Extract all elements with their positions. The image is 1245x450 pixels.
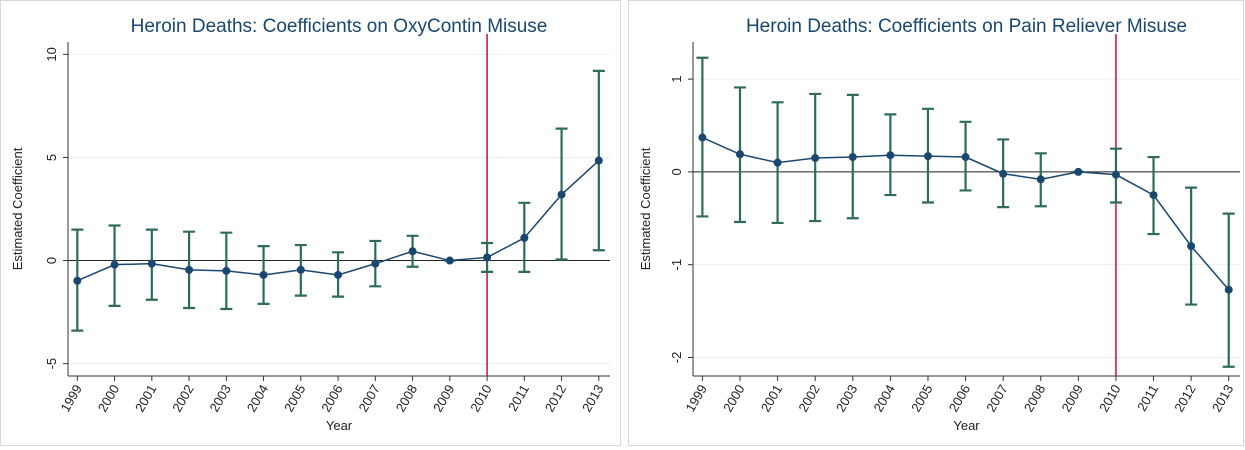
- x-tick-label: 2013: [1209, 382, 1236, 415]
- x-tick-label: 2012: [542, 382, 569, 415]
- data-point: [147, 259, 156, 268]
- y-axis-label: Estimated Coefficient: [10, 147, 25, 270]
- data-point: [1224, 285, 1233, 294]
- data-point: [185, 265, 194, 274]
- x-tick-label: 2013: [579, 382, 606, 415]
- data-point: [445, 256, 454, 265]
- y-axis-label: Estimated Coefficient: [638, 147, 653, 270]
- x-tick-label: 2009: [1058, 382, 1085, 415]
- x-tick-label: 1999: [57, 382, 84, 415]
- data-point: [1111, 170, 1120, 179]
- y-tick-label: -2: [669, 352, 684, 364]
- data-point: [259, 270, 268, 279]
- x-tick-label: 2005: [281, 382, 308, 415]
- data-point: [886, 151, 895, 160]
- y-tick-label: 10: [44, 47, 59, 61]
- data-point: [594, 156, 603, 165]
- x-tick-label: 2004: [871, 382, 898, 415]
- chart: Heroin Deaths: Coefficients on Pain Reli…: [628, 0, 1244, 446]
- x-tick-label: 2009: [430, 382, 457, 415]
- x-tick-label: 1999: [683, 382, 710, 415]
- data-point: [773, 158, 782, 167]
- x-tick-label: 2003: [833, 382, 860, 415]
- y-tick-label: -1: [669, 259, 684, 271]
- x-tick-label: 2002: [795, 382, 822, 415]
- x-axis-label: Year: [326, 418, 353, 433]
- data-point: [923, 152, 932, 161]
- data-point: [73, 276, 82, 285]
- chart-title: Heroin Deaths: Coefficients on Pain Reli…: [746, 16, 1187, 37]
- data-point: [557, 190, 566, 199]
- data-point: [334, 270, 343, 279]
- chart: Heroin Deaths: Coefficients on OxyContin…: [0, 0, 621, 446]
- panel-border: [0, 0, 621, 446]
- panel-border: [628, 0, 1244, 446]
- x-tick-label: 2008: [393, 382, 420, 415]
- x-tick-label: 2002: [169, 382, 196, 415]
- x-tick-label: 2011: [505, 382, 532, 414]
- x-tick-label: 2011: [1134, 382, 1161, 414]
- chart-title: Heroin Deaths: Coefficients on OxyContin…: [131, 16, 548, 37]
- x-tick-label: 2003: [206, 382, 233, 415]
- data-point: [848, 153, 857, 162]
- x-tick-label: 2007: [355, 382, 382, 415]
- data-point: [1074, 167, 1083, 176]
- x-axis-label: Year: [953, 418, 980, 433]
- x-tick-label: 2008: [1021, 382, 1048, 415]
- data-point: [961, 153, 970, 162]
- data-point: [371, 259, 380, 268]
- data-point: [408, 247, 417, 256]
- data-point: [1036, 175, 1045, 184]
- x-tick-label: 2012: [1171, 382, 1198, 415]
- data-point: [483, 253, 492, 262]
- data-point: [698, 133, 707, 142]
- x-tick-label: 2004: [244, 382, 271, 415]
- x-tick-label: 2007: [983, 382, 1010, 415]
- y-tick-label: 0: [669, 168, 684, 175]
- x-tick-label: 2006: [318, 382, 345, 415]
- x-tick-label: 2005: [908, 382, 935, 415]
- y-tick-label: 5: [44, 154, 59, 161]
- data-point: [520, 233, 529, 242]
- data-point: [222, 266, 231, 275]
- y-tick-label: -5: [44, 358, 59, 370]
- x-tick-label: 2000: [720, 382, 747, 415]
- x-tick-label: 2010: [1096, 382, 1123, 415]
- x-tick-label: 2001: [758, 382, 785, 415]
- x-tick-label: 2006: [946, 382, 973, 415]
- data-point: [296, 265, 305, 274]
- data-point: [1187, 242, 1196, 251]
- data-point: [1149, 191, 1158, 200]
- y-tick-label: 1: [669, 75, 684, 82]
- x-tick-label: 2010: [467, 382, 494, 415]
- data-point: [735, 150, 744, 159]
- x-tick-label: 2001: [132, 382, 159, 415]
- y-tick-label: 0: [44, 257, 59, 264]
- data-point: [811, 153, 820, 162]
- x-tick-label: 2000: [95, 382, 122, 415]
- data-point: [110, 260, 119, 269]
- data-point: [999, 169, 1008, 178]
